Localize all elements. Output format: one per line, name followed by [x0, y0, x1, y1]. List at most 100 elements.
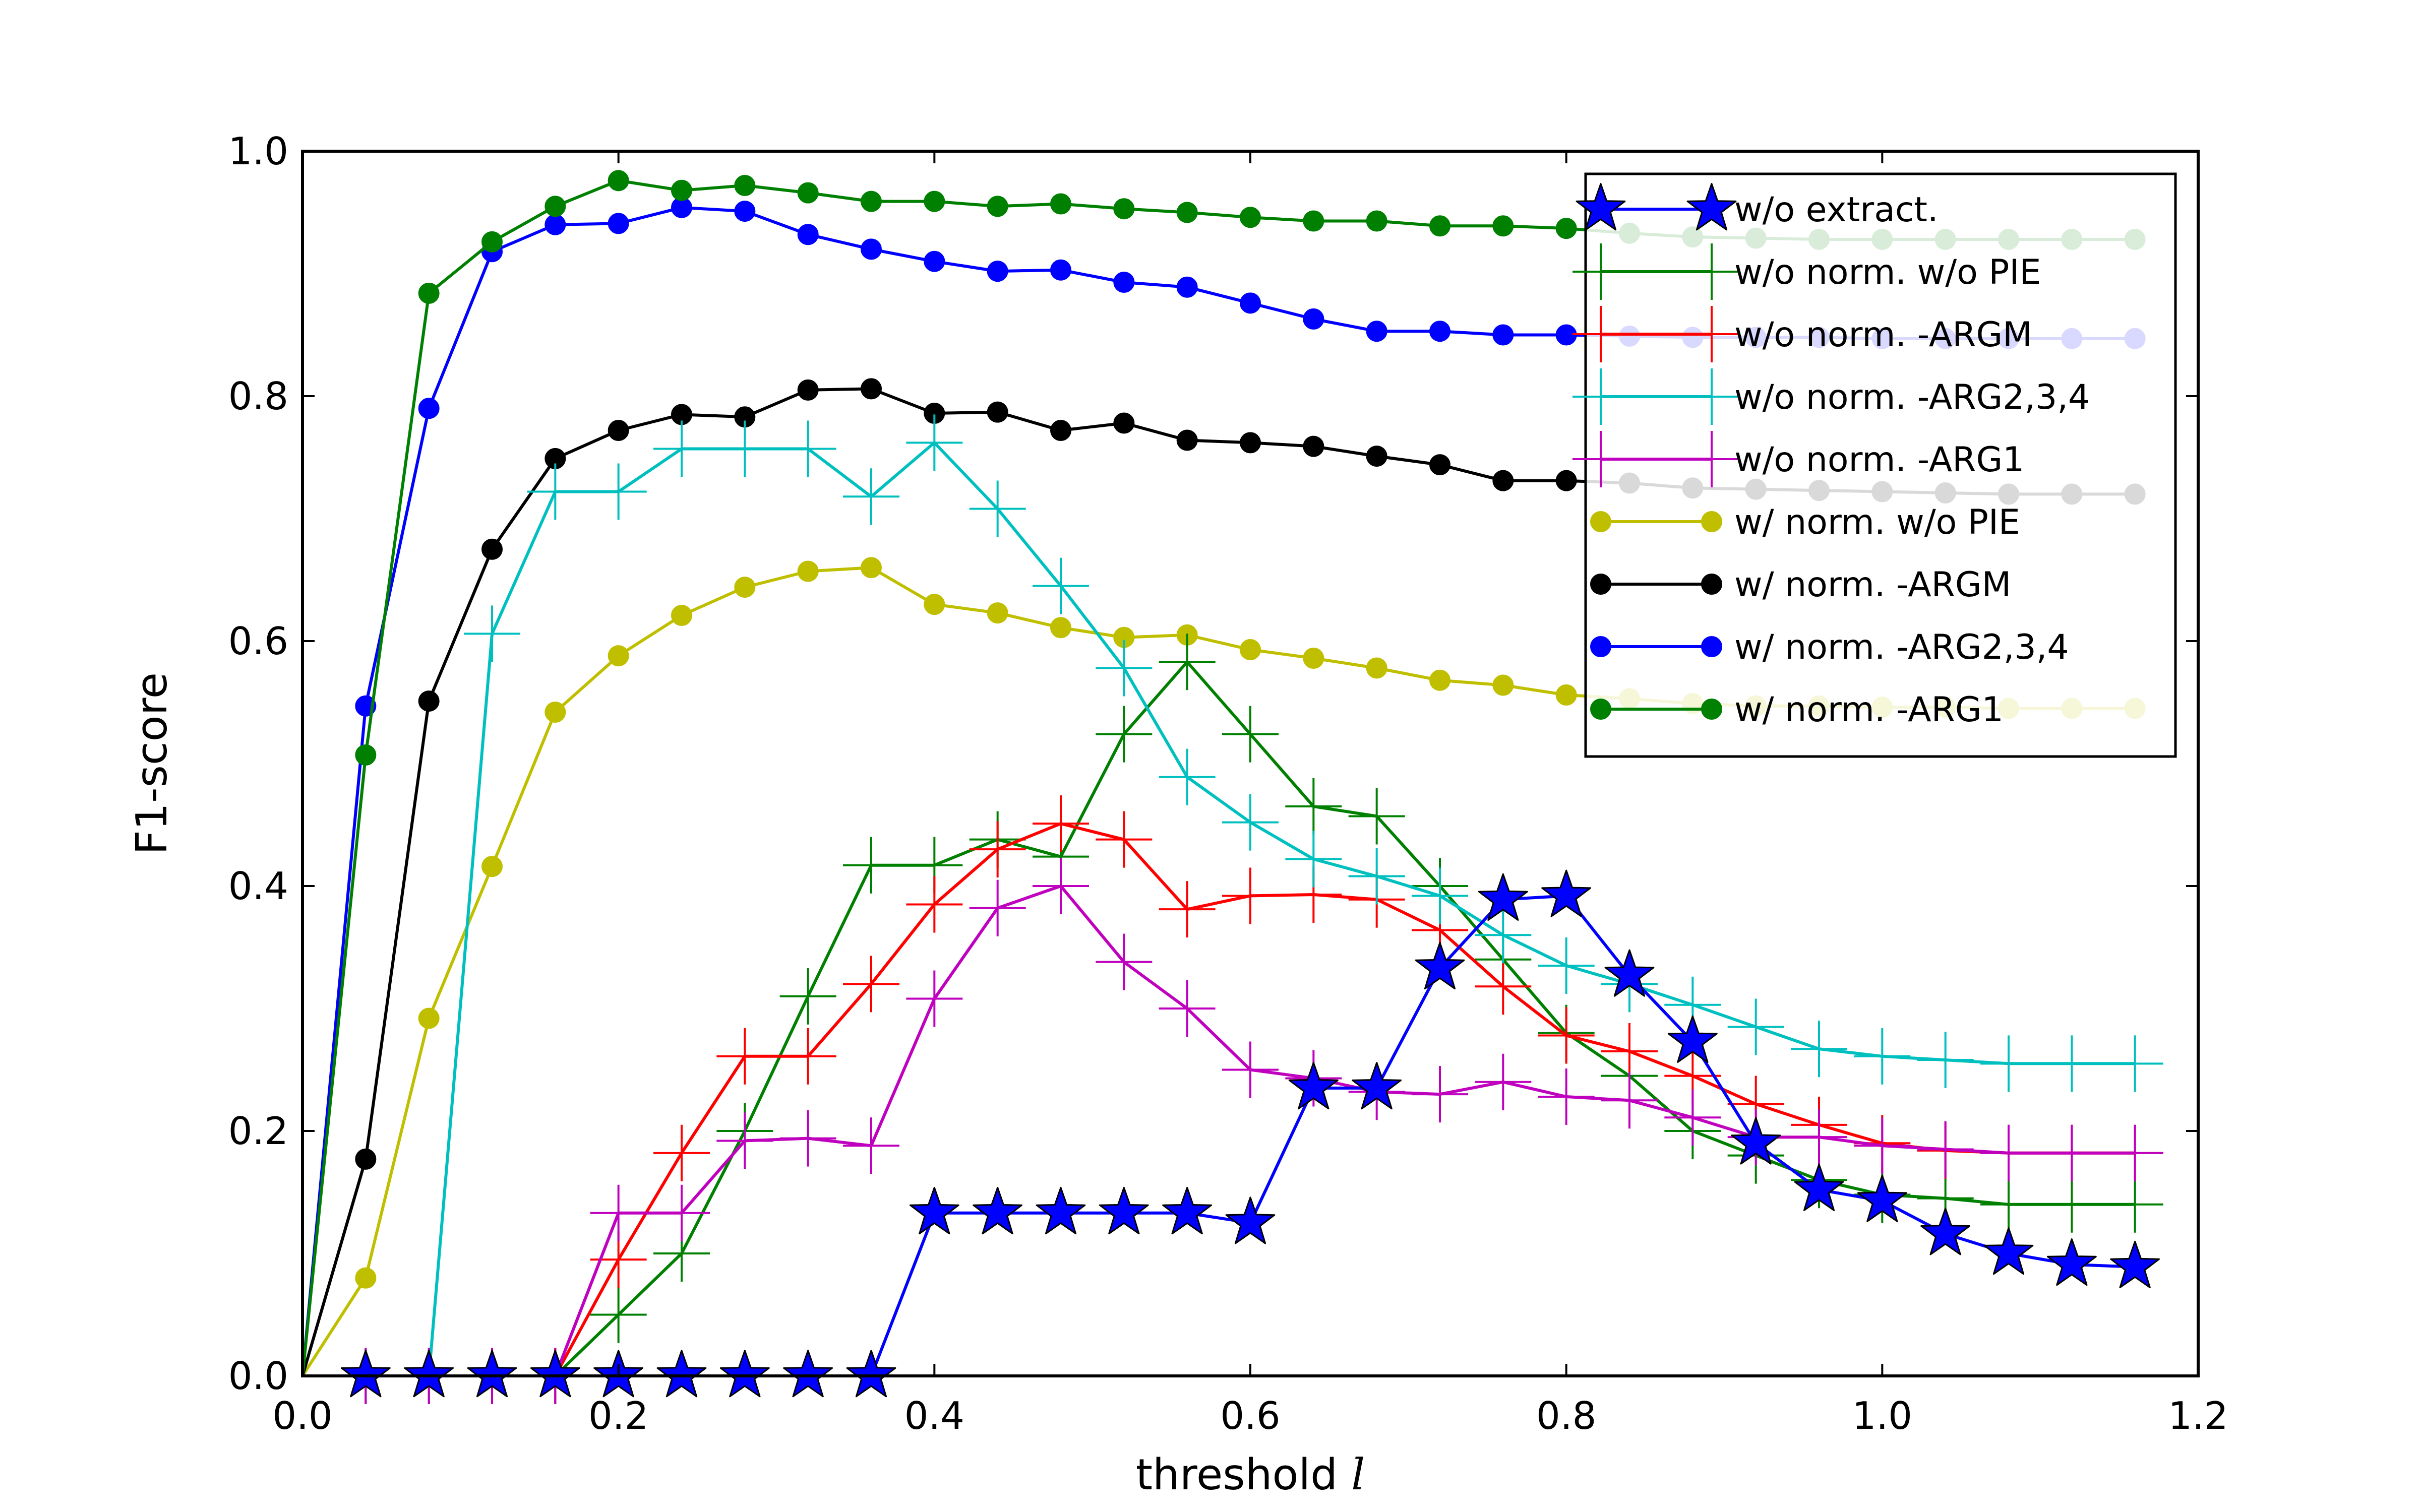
- data-point: [987, 602, 1008, 624]
- data-point: [1601, 1072, 1658, 1129]
- data-point: [418, 690, 440, 712]
- data-point: [1478, 873, 1528, 921]
- data-point: [608, 213, 629, 234]
- data-point: [418, 398, 440, 419]
- data-point: [843, 468, 899, 525]
- legend-entry: w/o extract.: [1576, 183, 1939, 231]
- data-point: [1348, 848, 1405, 905]
- data-point: [2110, 1240, 2160, 1288]
- data-point: [464, 605, 520, 662]
- data-point: [779, 1110, 836, 1167]
- data-point: [404, 1350, 454, 1398]
- legend-entry: w/ norm. -ARG1: [1590, 690, 2004, 730]
- data-point: [1033, 557, 1089, 614]
- data-point: [671, 604, 692, 626]
- data-point: [1983, 1227, 2034, 1275]
- data-point: [418, 1007, 440, 1029]
- data-point: [1727, 998, 1784, 1055]
- series-line: [302, 885, 2135, 1377]
- legend-label: w/o norm. -ARG2,3,4: [1734, 377, 2090, 417]
- data-point: [1096, 811, 1153, 868]
- data-point: [1791, 1109, 1847, 1166]
- data-point: [1348, 788, 1405, 845]
- data-point: [656, 1350, 707, 1398]
- data-point: [1980, 1176, 2037, 1233]
- x-axis-title: threshold l: [1136, 1450, 1365, 1500]
- data-point: [906, 414, 963, 471]
- data-point: [2106, 1176, 2163, 1233]
- legend-entry: w/o norm. -ARG1: [1572, 431, 2024, 487]
- data-point: [1176, 429, 1198, 451]
- data-point: [1303, 648, 1324, 669]
- data-point: [1664, 1089, 1721, 1146]
- legend-marker: [1576, 183, 1626, 231]
- legend: w/o extract. w/o norm. w/o PIE w/o norm. -…: [1572, 172, 2177, 758]
- data-point: [527, 463, 584, 520]
- data-point: [1159, 634, 1216, 690]
- data-point: [355, 1267, 377, 1289]
- data-point: [530, 1350, 580, 1398]
- data-point: [1285, 831, 1342, 888]
- data-point: [1538, 1007, 1595, 1064]
- legend-marker: [1572, 368, 1629, 425]
- data-point: [481, 231, 503, 253]
- legend-marker: [1590, 511, 1611, 532]
- legend-marker: [1683, 368, 1740, 425]
- data-point: [608, 645, 629, 667]
- data-point: [355, 744, 377, 766]
- y-tick-label: 0.2: [228, 1109, 288, 1153]
- data-point: [1113, 198, 1135, 220]
- legend-label: w/ norm. w/o PIE: [1734, 502, 2020, 542]
- legend-marker: [1701, 699, 1722, 720]
- data-point: [797, 224, 819, 245]
- data-point: [1050, 420, 1071, 442]
- data-point: [987, 261, 1008, 282]
- data-point: [1176, 202, 1198, 223]
- data-point: [481, 538, 503, 560]
- data-point: [1033, 795, 1089, 852]
- data-point: [1604, 949, 1655, 997]
- data-point: [1429, 454, 1450, 476]
- data-point: [1303, 308, 1324, 330]
- x-axis-variable: l: [1351, 1450, 1365, 1500]
- legend-entry: w/o norm. -ARGM: [1572, 306, 2032, 362]
- y-tick-label: 0.0: [228, 1354, 288, 1398]
- data-point: [797, 560, 819, 582]
- data-point: [1555, 218, 1577, 239]
- data-point: [1541, 869, 1592, 917]
- data-point: [1285, 778, 1342, 835]
- data-point: [2106, 1124, 2163, 1181]
- y-axis-title: F1-score: [127, 672, 177, 855]
- legend-marker: [1701, 574, 1722, 595]
- data-point: [1240, 292, 1261, 314]
- data-point: [716, 1112, 773, 1169]
- data-point: [1050, 617, 1071, 639]
- legend-marker: [1701, 511, 1722, 532]
- data-point: [924, 594, 945, 615]
- x-tick-label: 0.0: [272, 1394, 332, 1438]
- data-point: [1667, 1015, 1718, 1063]
- x-tick-label: 1.2: [2168, 1394, 2228, 1438]
- data-point: [1366, 321, 1387, 342]
- data-point: [1222, 867, 1279, 924]
- x-tick-label: 0.2: [588, 1394, 648, 1438]
- data-point: [797, 379, 819, 401]
- data-point: [2043, 1176, 2100, 1233]
- legend-marker: [1572, 243, 1629, 300]
- series-0: [302, 869, 2160, 1398]
- legend-entry: w/o norm. w/o PIE: [1572, 243, 2041, 300]
- data-point: [843, 837, 899, 894]
- data-point: [1162, 1186, 1213, 1235]
- data-point: [1731, 1117, 1781, 1165]
- legend-marker: [1683, 431, 1740, 487]
- legend-label: w/ norm. -ARGM: [1734, 565, 2011, 605]
- y-tick-label: 1.0: [228, 129, 288, 173]
- data-point: [861, 191, 882, 212]
- legend-marker: [1590, 699, 1611, 720]
- data-point: [734, 577, 756, 598]
- data-point: [1475, 958, 1532, 1015]
- legend-entry: w/ norm. w/o PIE: [1590, 502, 2020, 542]
- data-point: [779, 968, 836, 1025]
- data-point: [1096, 933, 1153, 990]
